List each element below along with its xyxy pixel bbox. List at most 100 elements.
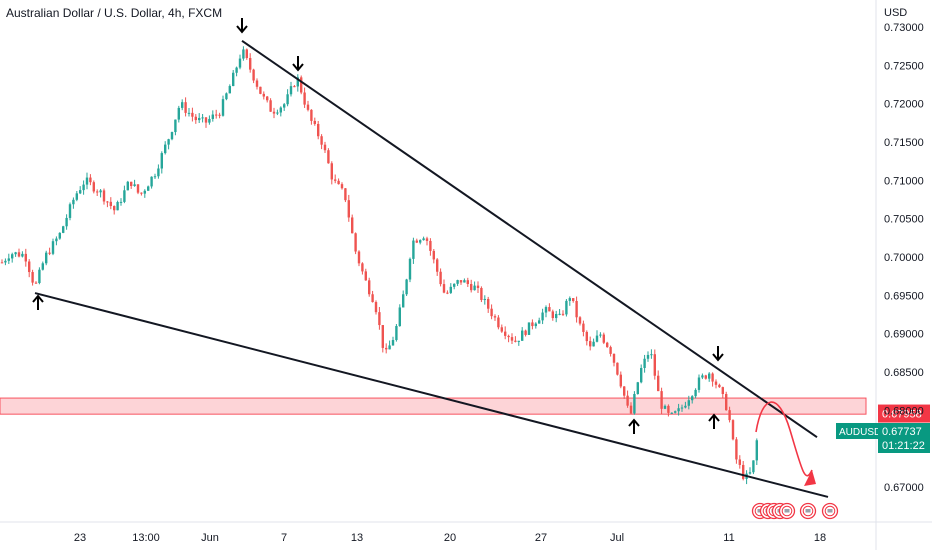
candle-body — [687, 400, 690, 406]
candle-body — [490, 308, 493, 317]
candle-body — [221, 99, 225, 116]
flag-icon-inner — [824, 505, 836, 517]
candle-body — [334, 179, 337, 181]
zone-price-badge — [878, 404, 930, 423]
candle-body — [453, 283, 456, 287]
candle-body — [436, 259, 439, 272]
time-tick: 13:00 — [132, 532, 160, 544]
candle-body — [167, 139, 170, 145]
candle-body — [337, 180, 340, 185]
candle-body — [31, 272, 34, 283]
candle-body — [541, 312, 544, 321]
candle-body — [667, 405, 670, 413]
candle-body — [317, 123, 320, 137]
candle-body — [296, 77, 299, 87]
candle-body — [504, 331, 507, 336]
candle-body — [174, 119, 177, 133]
candle-body — [538, 320, 541, 324]
candle-body — [391, 340, 395, 346]
candle-body — [544, 307, 548, 313]
candle-body — [429, 240, 432, 251]
candle-body — [589, 341, 592, 347]
candle-body — [211, 114, 214, 119]
arrow-down-icon — [292, 63, 304, 72]
time-tick: Jul — [610, 532, 624, 544]
candle-body — [398, 307, 401, 327]
candle-body — [242, 49, 245, 59]
candle-body — [738, 459, 741, 465]
candle-body — [565, 300, 568, 315]
candle-body — [198, 117, 201, 121]
symbol-label: AUDUSD — [839, 427, 881, 438]
candle-body — [711, 373, 714, 382]
candle-body — [330, 163, 333, 180]
candle-body — [657, 375, 660, 392]
candle-body — [609, 347, 612, 354]
candle-body — [102, 190, 106, 202]
candle-body — [266, 96, 269, 101]
candle-body — [306, 104, 310, 110]
candle-body — [395, 326, 398, 341]
zone-rect — [0, 397, 867, 415]
candle-body — [708, 373, 711, 379]
candle-body — [123, 190, 126, 202]
candle-body — [735, 439, 738, 460]
candle-body — [55, 238, 58, 242]
candle-body — [718, 384, 721, 388]
price-tick: 0.67000 — [884, 482, 924, 494]
candle-body — [636, 382, 639, 394]
flag-icon-inner — [781, 505, 793, 517]
event-icons[interactable] — [751, 502, 839, 520]
candle-body — [300, 77, 303, 93]
candle-body — [694, 389, 697, 397]
last-price-badge — [878, 423, 930, 453]
candle-body — [612, 353, 616, 363]
candle-body — [276, 112, 279, 114]
candle-body — [113, 206, 116, 211]
candle-body — [510, 337, 514, 341]
candle-body — [181, 102, 184, 108]
candle-body — [323, 144, 327, 151]
candle-body — [415, 240, 418, 243]
candle-body — [14, 252, 17, 255]
chart-title: Australian Dollar / U.S. Dollar, 4h, FXC… — [6, 6, 223, 20]
candle-body — [483, 298, 486, 300]
candle-body — [629, 405, 633, 414]
candle-body — [521, 330, 524, 341]
candle-body — [674, 411, 677, 413]
candle-body — [238, 58, 242, 68]
candle-body — [92, 182, 95, 192]
candle-body — [357, 251, 361, 264]
candle-body — [568, 298, 571, 301]
candle-body — [439, 271, 442, 285]
candle-body — [194, 116, 197, 121]
candle-body — [126, 181, 129, 191]
candle-body — [235, 67, 238, 73]
candle-body — [575, 301, 578, 318]
price-tick: 0.71000 — [884, 175, 924, 187]
projection-arrowhead — [804, 470, 816, 486]
candle-body — [748, 472, 752, 474]
candle-body — [99, 190, 102, 193]
candle-body — [204, 117, 208, 123]
zone-price-label: 0.67958 — [882, 409, 922, 421]
candle-body — [320, 136, 323, 145]
price-tick: 0.70000 — [884, 252, 924, 264]
candle-body — [65, 217, 68, 227]
candle-body — [191, 112, 194, 117]
flag-icon-mark — [805, 509, 811, 513]
candle-body — [408, 258, 412, 280]
candle-body — [419, 240, 422, 243]
markers — [32, 18, 724, 434]
candle-body — [218, 114, 221, 116]
arrow-down-icon — [236, 25, 248, 34]
candle-body — [728, 410, 731, 421]
candle-body — [442, 284, 446, 293]
time-tick: 20 — [444, 532, 456, 544]
candle-body — [534, 323, 537, 327]
candle-body — [164, 144, 167, 154]
time-tick: 11 — [723, 532, 734, 544]
